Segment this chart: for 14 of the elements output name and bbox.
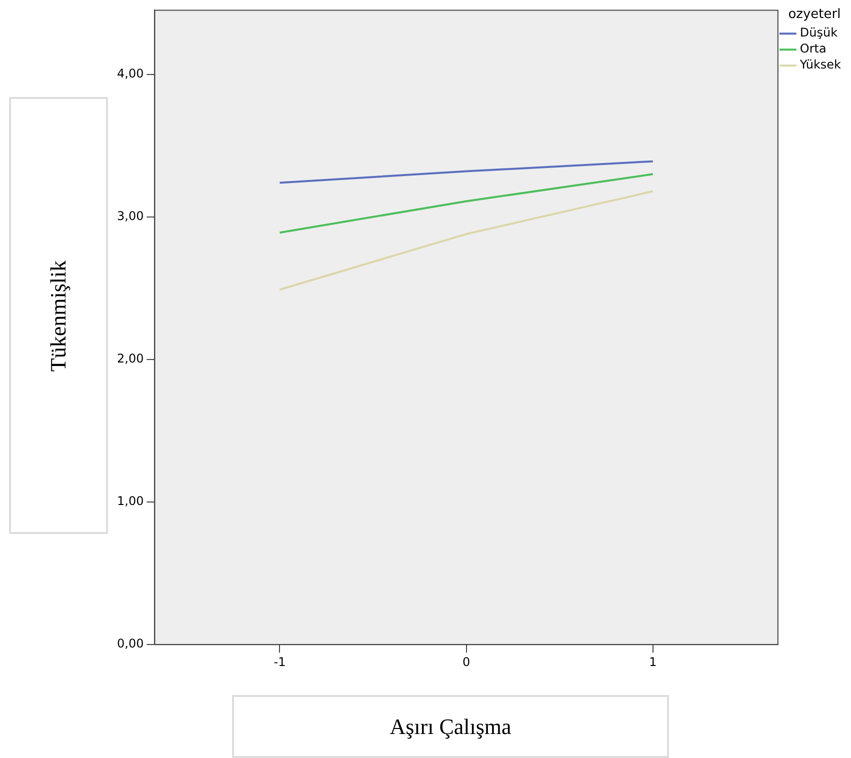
x-tick-label: 1: [649, 654, 657, 669]
legend-label: Düşük: [800, 26, 838, 40]
y-tick-label: 4,00: [117, 66, 144, 80]
y-tick-label: 2,00: [117, 352, 144, 366]
x-tick-label: -1: [274, 654, 286, 669]
x-tick-label: 0: [462, 654, 470, 669]
x-axis-title: Aşırı Çalışma: [232, 695, 669, 758]
y-axis-title: Tükenmişlik: [46, 260, 72, 372]
legend-title: ozyeterl: [788, 6, 841, 22]
y-tick-label: 0,00: [117, 636, 144, 651]
y-tick-label: 3,00: [117, 209, 144, 224]
legend-label: Orta: [800, 42, 826, 56]
legend-label: Yüksek: [798, 58, 842, 72]
y-tick-label: 1,00: [117, 494, 144, 508]
